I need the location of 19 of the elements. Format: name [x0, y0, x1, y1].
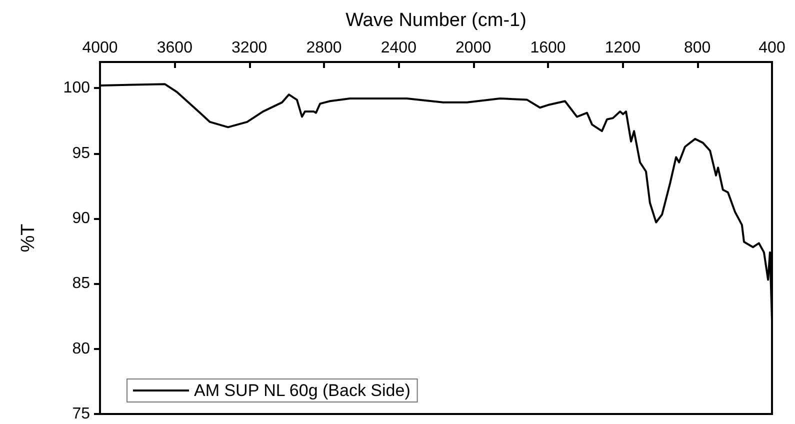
y-tick-label: 85: [72, 275, 90, 292]
x-tick-label: 4000: [82, 40, 118, 56]
x-tick-label: 1600: [530, 40, 566, 56]
y-tick-label: 90: [72, 210, 90, 227]
x-tick-label: 800: [684, 40, 711, 56]
x-tick-label: 1200: [604, 40, 641, 56]
x-axis-title: Wave Number (cm-1): [346, 10, 526, 31]
y-axis-title: %T: [18, 223, 39, 252]
x-tick-label: 2800: [306, 40, 342, 56]
legend-label: AM SUP NL 60g (Back Side): [194, 381, 410, 400]
x-tick-label: 3600: [156, 40, 193, 56]
x-tick-label: 3200: [232, 40, 268, 56]
y-tick-label: 95: [72, 144, 90, 162]
x-tick-label: 2000: [456, 40, 492, 56]
y-tick-label: 100: [63, 80, 90, 97]
y-tick-label: 80: [72, 340, 90, 358]
x-tick-label: 2400: [380, 40, 417, 56]
x-tick-label: 400: [758, 40, 786, 56]
y-tick-label: 75: [72, 406, 90, 422]
